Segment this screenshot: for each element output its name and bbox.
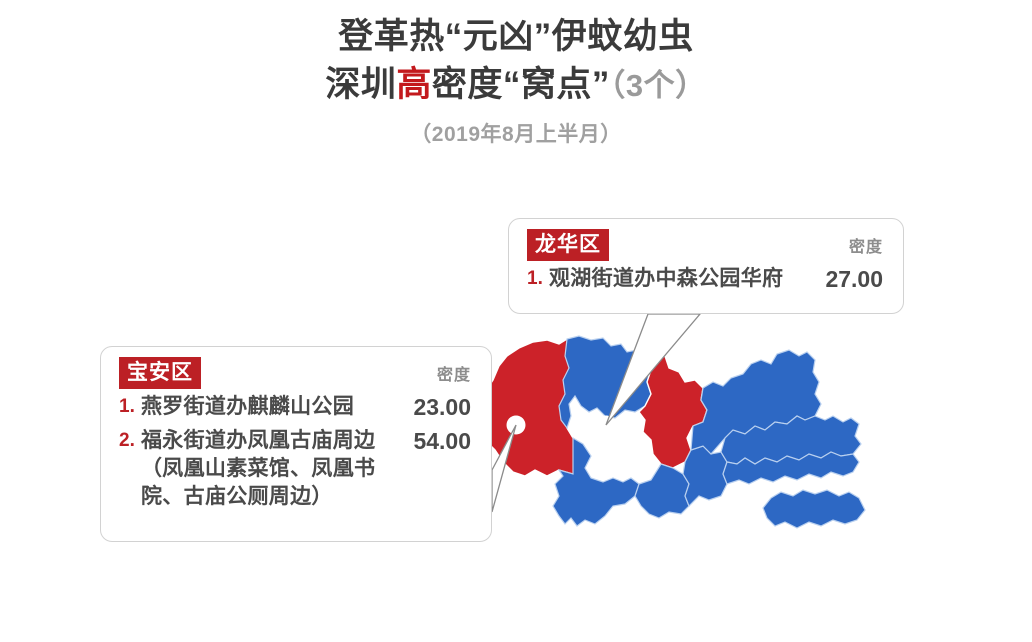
callout-longhua[interactable]: 龙华区 密度 1. 观湖街道办中森公园华府 27.00 <box>508 218 904 314</box>
list-item-density: 27.00 <box>825 266 883 292</box>
map-region-dapeng <box>762 489 866 529</box>
density-column-header-baoan: 密度 <box>436 367 471 384</box>
list-item-location: 福永街道办凤凰古庙周边 （凤凰山素菜馆、凤凰书院、古庙公厕周边） <box>141 427 401 511</box>
list-item[interactable]: 2. 福永街道办凤凰古庙周边 （凤凰山素菜馆、凤凰书院、古庙公厕周边） 54.0… <box>101 427 491 511</box>
title-highlight-word: 高 <box>396 65 432 104</box>
list-item-number: 2. <box>119 430 135 451</box>
map-marker-longhua[interactable] <box>596 415 616 435</box>
title-text-primary: 登革热“元凶”伊蚊幼虫 <box>338 17 694 56</box>
header-block: 登革热“元凶”伊蚊幼虫 深圳高密度“窝点”（3个） （2019年8月上半月） <box>0 14 1032 149</box>
list-item-location: 燕罗街道办麒麟山公园 <box>141 395 354 418</box>
callout-baoan[interactable]: 宝安区 密度 1. 燕罗街道办麒麟山公园 23.00 2. 福永街道办凤凰古庙周… <box>100 346 492 542</box>
list-item-density: 23.00 <box>413 394 471 420</box>
callout-baoan-header: 宝安区 密度 <box>101 347 491 389</box>
map-region-luohu <box>682 445 728 508</box>
list-item[interactable]: 1. 观湖街道办中森公园华府 27.00 <box>509 265 903 293</box>
callout-longhua-rows: 1. 观湖街道办中森公园华府 27.00 <box>509 265 903 293</box>
district-badge-baoan: 宝安区 <box>119 357 201 389</box>
page-title-line-1: 登革热“元凶”伊蚊幼虫 <box>0 14 1032 60</box>
page-subtitle: （2019年8月上半月） <box>410 123 622 146</box>
title-text-rest: 密度“窝点” <box>431 65 610 104</box>
callout-longhua-header: 龙华区 密度 <box>509 219 903 261</box>
density-column-header-longhua: 密度 <box>848 239 883 256</box>
map-region-nanshan <box>552 436 640 527</box>
list-item-density: 54.00 <box>413 428 471 454</box>
map-regions <box>479 335 866 529</box>
title-text-city: 深圳 <box>325 65 397 104</box>
shenzhen-district-map <box>455 320 955 570</box>
map-region-yantian <box>722 451 860 485</box>
list-item-location: 观湖街道办中森公园华府 <box>549 267 784 290</box>
map-region-guangming <box>558 335 652 430</box>
map-marker-baoan[interactable] <box>506 415 526 435</box>
list-item-location-detail: （凤凰山素菜馆、凤凰书院、古庙公厕周边） <box>141 457 376 508</box>
page-title-line-2: 深圳高密度“窝点”（3个） <box>0 62 1032 109</box>
list-item-number: 1. <box>119 396 135 417</box>
map-region-futian <box>634 463 690 519</box>
title-count-note: （3个） <box>609 68 707 103</box>
callout-baoan-rows: 1. 燕罗街道办麒麟山公园 23.00 2. 福永街道办凤凰古庙周边 （凤凰山素… <box>101 393 491 511</box>
list-item-location-main: 福永街道办凤凰古庙周边 <box>141 429 376 452</box>
list-item[interactable]: 1. 燕罗街道办麒麟山公园 23.00 <box>101 393 491 421</box>
district-badge-longhua: 龙华区 <box>527 229 609 261</box>
list-item-number: 1. <box>527 268 543 289</box>
